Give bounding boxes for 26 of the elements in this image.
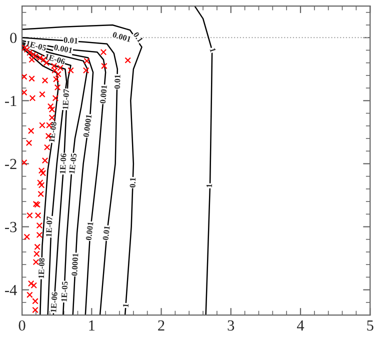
y-tick-label: -1 [5,96,16,106]
y-tick-label: 0 [10,32,17,44]
annotation: 0.001 [100,85,108,104]
x-tick-label: 1 [89,320,95,330]
annotation: 0.0001 [72,253,78,276]
y-tick-label: -3 [5,222,17,232]
annotation: 0.1 [130,178,136,188]
x-tick-label: 3 [228,320,234,331]
annotation: 1E-08 [38,258,45,278]
y-tick-label: -4 [5,285,17,296]
annotation: 0.01 [64,37,78,44]
annotation: 0.1 [133,32,144,43]
annotation: 0.0001 [83,114,92,138]
y-tick-label: -2 [5,158,16,170]
annotation: 1 [122,304,129,308]
x-tick-label: 5 [367,320,374,331]
annotation: 1E-06 [50,292,58,312]
annotation: 1E-05 [61,281,68,302]
annotation: 1 [210,48,216,52]
annotation: 0.01 [114,74,120,89]
annotation: 1E-07 [62,89,70,110]
annotation: 0.001 [112,32,132,42]
x-tick-label: 2 [158,320,164,330]
annotation: 1E-05 [26,40,47,51]
x-tick-label: 0 [18,320,26,331]
x-tick-label: 4 [296,320,304,330]
